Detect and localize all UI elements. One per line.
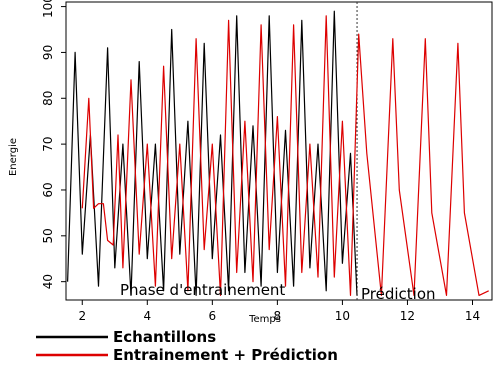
legend-label-prediction: Entrainement + Prédiction — [113, 346, 338, 364]
series-line-prediction — [81, 15, 489, 296]
x-tick-label: 14 — [465, 309, 480, 323]
y-tick-label: 90 — [41, 45, 55, 60]
y-axis-label: Energie — [8, 138, 19, 176]
x-tick-label: 2 — [78, 309, 86, 323]
prediction-phase-label: Prédiction — [361, 285, 436, 303]
x-tick-label: 6 — [209, 309, 217, 323]
legend-label-samples: Echantillons — [113, 328, 216, 346]
x-tick-label: 8 — [274, 309, 282, 323]
y-tick-label: 40 — [41, 274, 55, 289]
x-tick-label: 4 — [143, 309, 151, 323]
series-lines — [67, 10, 489, 296]
y-tick-label: 80 — [41, 91, 55, 106]
series-line-samples — [67, 10, 358, 296]
y-axis: 40 50 60 70 80 90 100 — [41, 0, 66, 289]
x-tick-label: 10 — [335, 309, 350, 323]
x-axis: 2 4 6 8 10 12 14 — [78, 300, 480, 323]
y-tick-label: 100 — [41, 0, 55, 18]
x-axis-label: Temps — [248, 314, 281, 325]
y-tick-label: 70 — [41, 136, 55, 151]
training-phase-label: Phase d'entrainement — [120, 281, 285, 299]
x-tick-label: 12 — [400, 309, 415, 323]
y-tick-label: 50 — [41, 228, 55, 243]
plot-frame — [65, 1, 493, 301]
y-tick-label: 60 — [41, 182, 55, 197]
